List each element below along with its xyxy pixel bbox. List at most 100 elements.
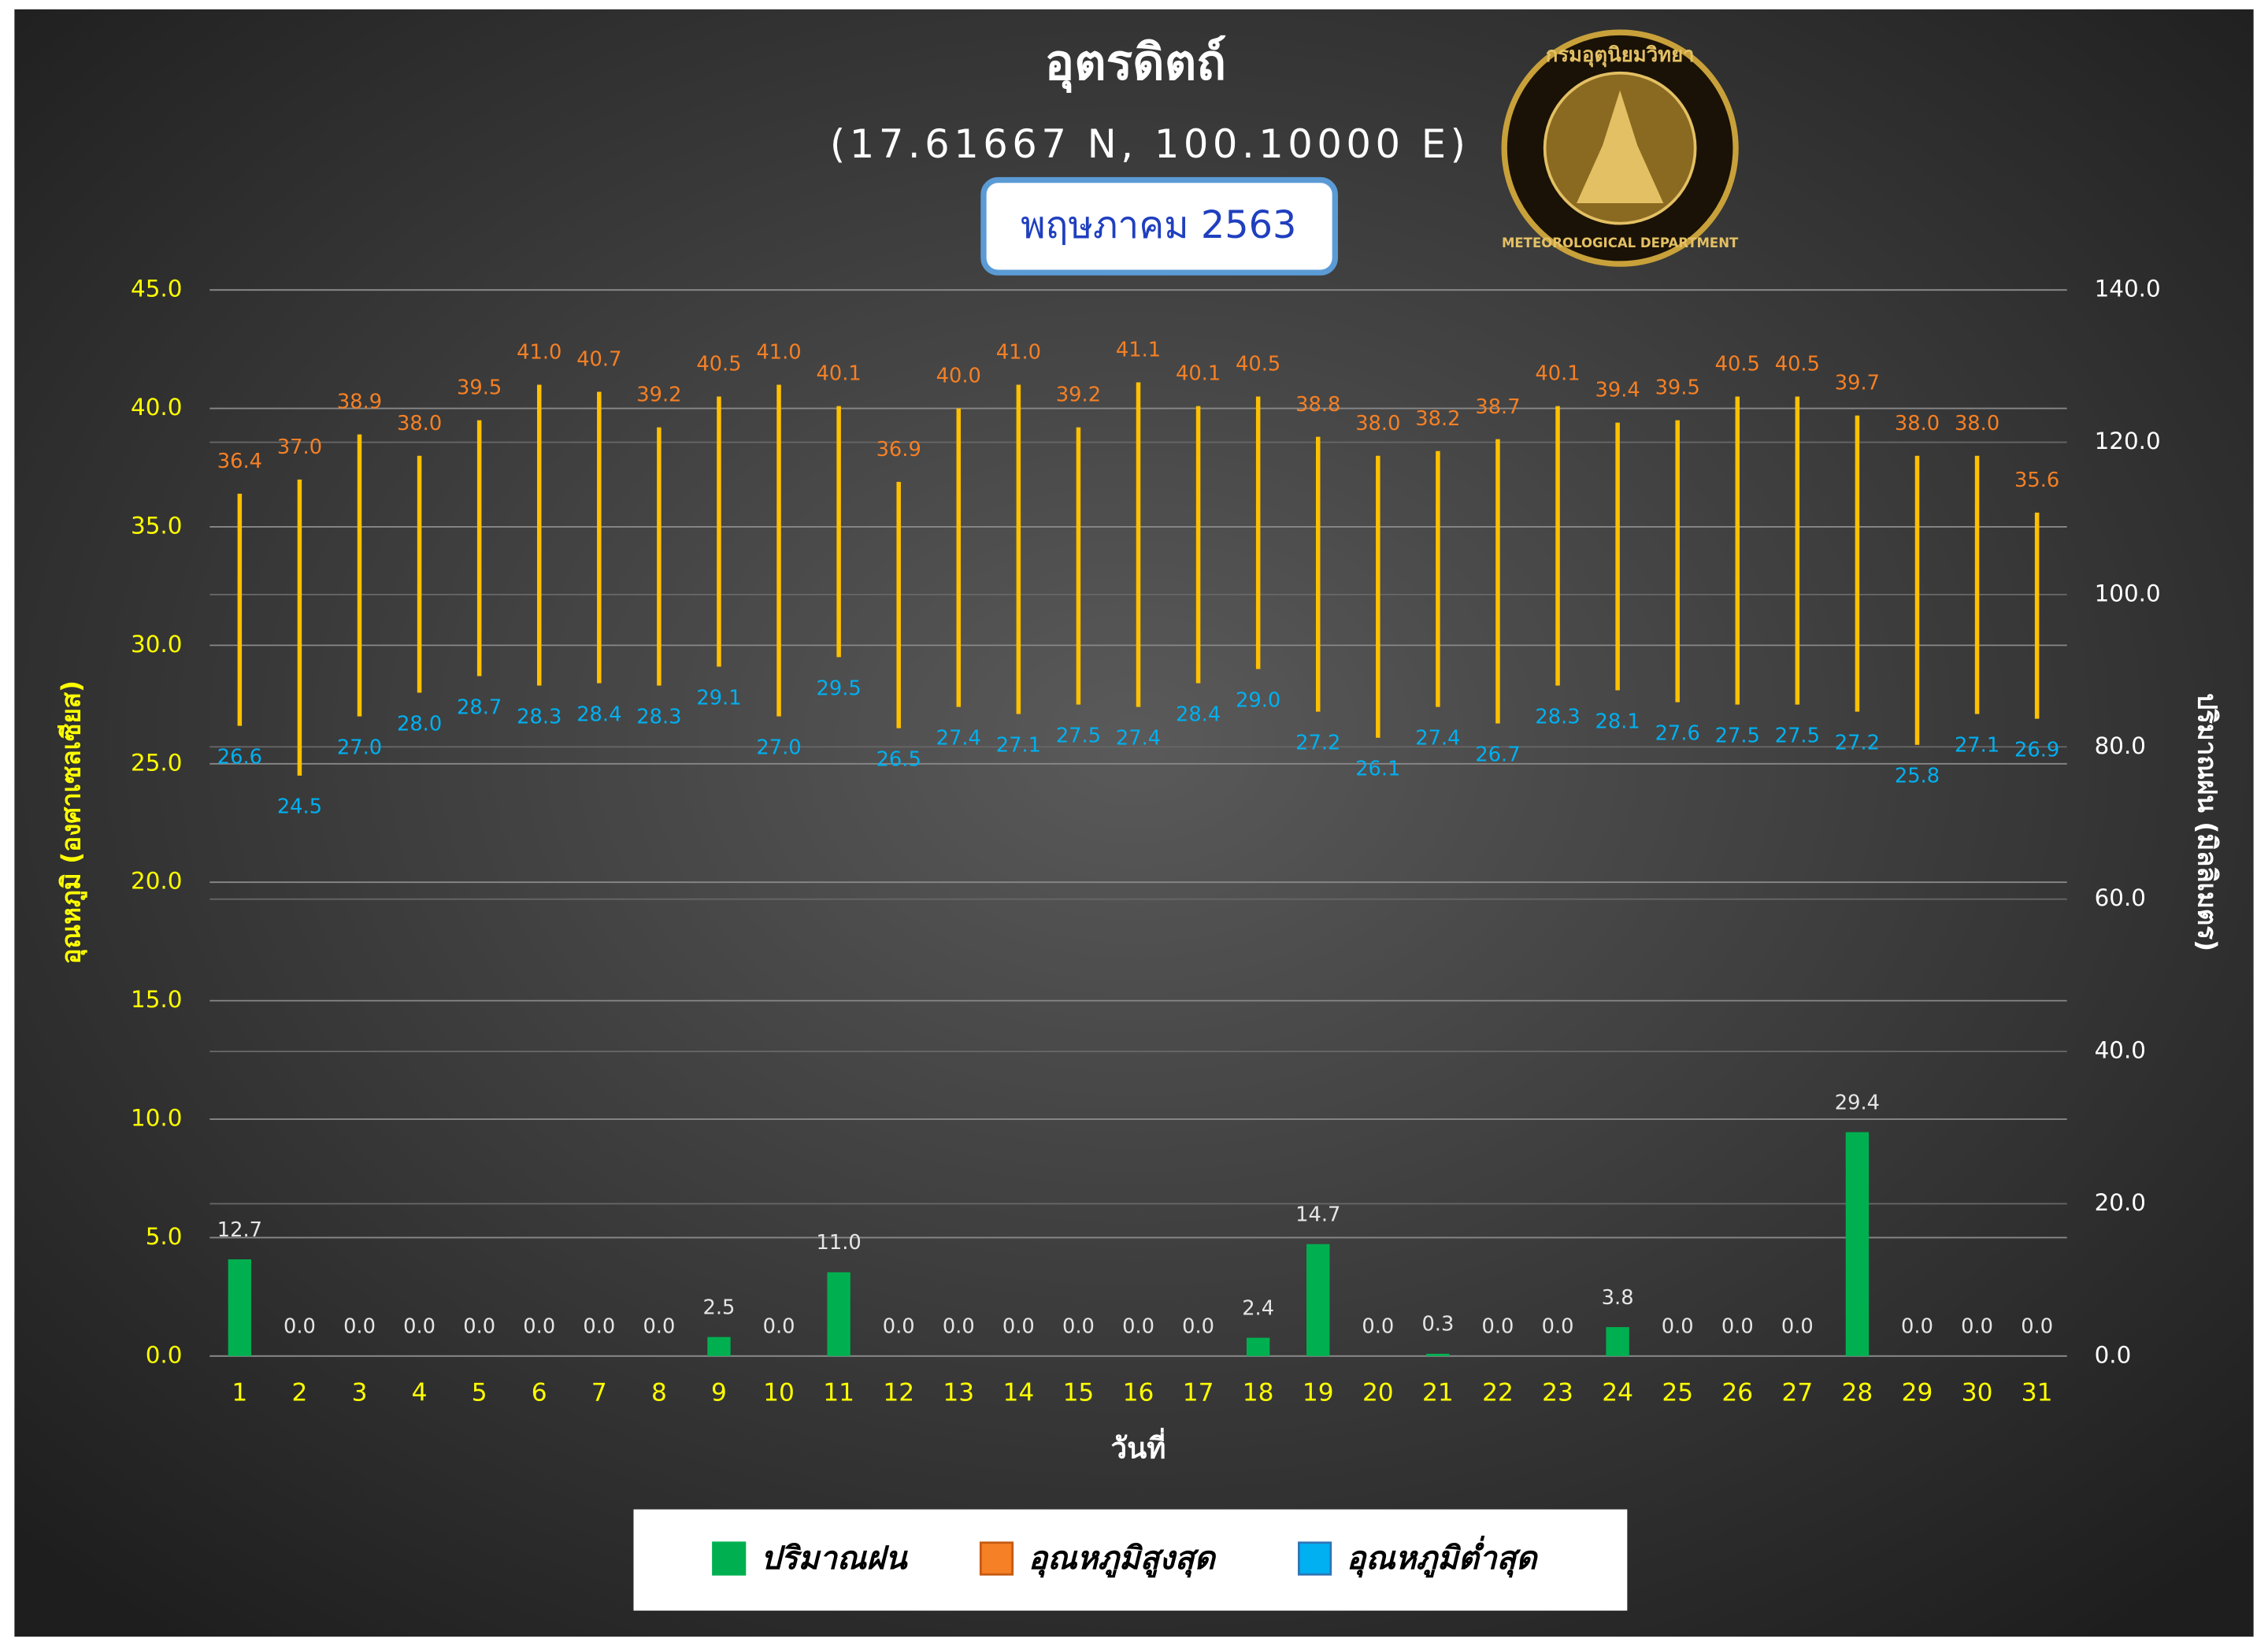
min-label: 26.5: [876, 748, 921, 772]
rain-label: 0.0: [523, 1315, 555, 1339]
min-label: 28.7: [457, 695, 502, 719]
max-label: 39.2: [636, 384, 681, 407]
y-tick-label: 10.0: [131, 1105, 182, 1132]
chart-title: อุตรดิตถ์: [1045, 34, 1226, 93]
x-tick-label: 13: [943, 1379, 974, 1407]
y-tick-label: 35.0: [131, 512, 182, 539]
max-label: 39.5: [1655, 376, 1700, 400]
rain-bar: [827, 1272, 850, 1356]
rain-bar: [1845, 1132, 1870, 1356]
rain-label: 0.0: [763, 1315, 795, 1339]
rain-label: 0.0: [1662, 1315, 1694, 1339]
legend-swatch: [979, 1541, 1014, 1576]
x-tick-label: 17: [1183, 1379, 1214, 1407]
x-tick-label: 1: [232, 1379, 247, 1407]
rain-label: 0.0: [583, 1315, 615, 1339]
rain-bar: [707, 1336, 731, 1356]
min-label: 28.3: [636, 705, 681, 728]
min-label: 27.5: [1715, 725, 1760, 748]
legend-box: [633, 1509, 1628, 1611]
x-axis-title: วันที่: [1111, 1428, 1166, 1466]
rain-label: 0.0: [1362, 1315, 1394, 1339]
y-tick-label: 30.0: [131, 631, 182, 658]
rain-label: 0.0: [2021, 1315, 2053, 1339]
min-label: 28.4: [576, 703, 621, 726]
min-label: 27.5: [1056, 725, 1101, 748]
rain-label: 0.0: [1062, 1315, 1095, 1339]
min-label: 28.0: [397, 712, 442, 736]
min-label: 27.6: [1655, 721, 1700, 745]
rain-label: 0.0: [1002, 1315, 1035, 1339]
rain-bar: [228, 1259, 252, 1356]
min-label: 29.5: [817, 677, 862, 700]
rain-label: 0.0: [1182, 1315, 1214, 1339]
y-tick-label: 25.0: [131, 749, 182, 776]
max-label: 41.0: [996, 341, 1041, 365]
max-label: 39.2: [1056, 384, 1101, 407]
x-tick-label: 2: [292, 1379, 308, 1407]
x-tick-label: 6: [532, 1379, 547, 1407]
legend-swatch: [1298, 1541, 1332, 1576]
x-tick-label: 19: [1303, 1379, 1334, 1407]
y-tick-label: 5.0: [146, 1223, 183, 1250]
x-tick-label: 25: [1662, 1379, 1693, 1407]
x-tick-label: 24: [1602, 1379, 1633, 1407]
x-tick-label: 29: [1902, 1379, 1933, 1407]
max-label: 40.1: [1535, 362, 1580, 386]
rain-label: 3.8: [1602, 1286, 1634, 1310]
rain-label: 0.0: [284, 1315, 316, 1339]
max-label: 39.4: [1595, 379, 1640, 402]
x-tick-label: 30: [1962, 1379, 1993, 1407]
rain-label: 2.5: [703, 1296, 736, 1319]
x-tick-label: 15: [1063, 1379, 1095, 1407]
rain-label: 0.0: [1781, 1315, 1814, 1339]
x-tick-label: 5: [472, 1379, 487, 1407]
x-tick-label: 9: [711, 1379, 727, 1407]
max-label: 41.0: [517, 341, 561, 365]
legend-label: อุณหภูมิต่ำสุด: [1347, 1535, 1539, 1578]
x-tick-label: 11: [823, 1379, 854, 1407]
min-label: 25.8: [1895, 765, 1940, 788]
min-label: 27.2: [1295, 732, 1340, 755]
y2-tick-label: 60.0: [2095, 884, 2146, 911]
rain-label: 29.4: [1835, 1091, 1880, 1114]
max-label: 38.0: [1895, 412, 1940, 436]
logo: กรมอุตุนิยมวิทยา METEOROLOGICAL DEPARTME…: [1501, 29, 1739, 267]
min-label: 27.1: [1955, 734, 1999, 758]
y2-tick-label: 0.0: [2095, 1341, 2132, 1368]
max-label: 38.0: [397, 412, 442, 436]
max-label: 40.5: [1236, 353, 1280, 376]
x-tick-label: 16: [1123, 1379, 1154, 1407]
max-label: 40.0: [936, 365, 981, 388]
min-label: 28.1: [1595, 710, 1640, 733]
rain-label: 0.0: [943, 1315, 975, 1339]
rain-label: 0.0: [883, 1315, 915, 1339]
background: [14, 9, 2254, 1637]
x-tick-label: 4: [412, 1379, 428, 1407]
max-label: 38.9: [337, 391, 382, 414]
min-label: 27.1: [996, 734, 1041, 758]
legend-label: อุณหภูมิสูงสุด: [1028, 1539, 1217, 1578]
max-label: 41.0: [756, 341, 801, 365]
max-label: 41.1: [1116, 339, 1161, 362]
y2-axis-title: ปริมาณฝน (มิลลิเมตร): [2192, 693, 2223, 951]
legend-label: ปริมาณฝน: [761, 1539, 908, 1577]
max-label: 38.2: [1415, 407, 1460, 431]
max-label: 40.7: [576, 348, 621, 372]
min-label: 27.0: [337, 736, 382, 760]
min-label: 28.4: [1176, 703, 1221, 726]
rain-bar: [1246, 1337, 1270, 1356]
y2-tick-label: 20.0: [2095, 1189, 2146, 1216]
min-label: 26.6: [217, 746, 262, 769]
min-label: 27.4: [1116, 727, 1161, 751]
rain-label: 0.0: [343, 1315, 376, 1339]
y2-tick-label: 40.0: [2095, 1037, 2146, 1064]
max-label: 38.0: [1355, 412, 1400, 436]
rain-label: 2.4: [1242, 1296, 1274, 1320]
x-tick-label: 10: [763, 1379, 795, 1407]
max-label: 36.4: [217, 450, 262, 473]
rain-label: 0.0: [643, 1315, 675, 1339]
y-tick-label: 0.0: [146, 1341, 183, 1368]
x-tick-label: 31: [2022, 1379, 2053, 1407]
